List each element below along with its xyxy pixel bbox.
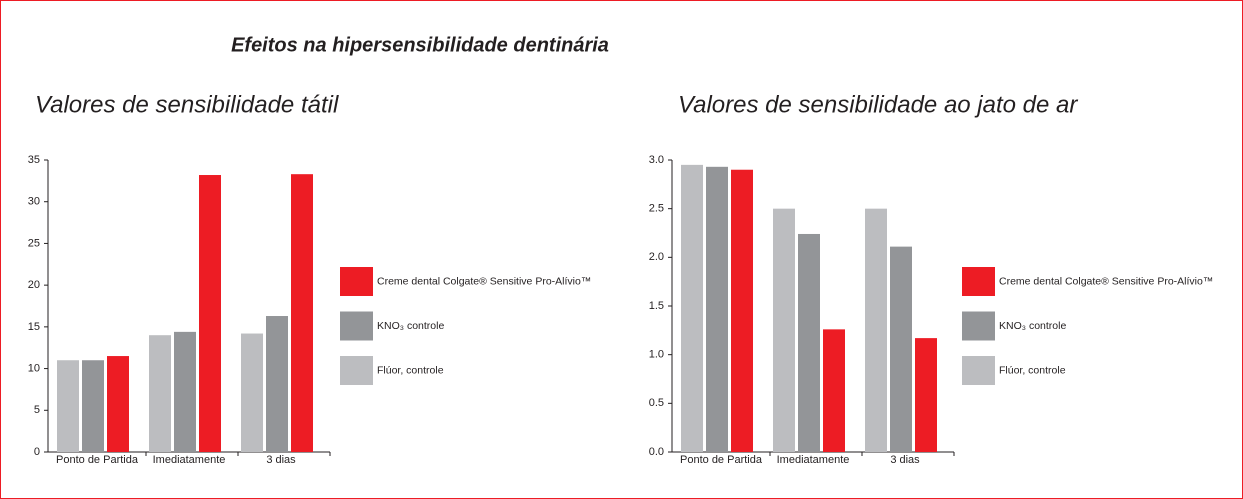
x-label-box: 3 dias xyxy=(266,454,296,466)
legend-swatch xyxy=(962,356,995,385)
chart-title: Valores de sensibilidade ao jato de ar xyxy=(678,91,1078,118)
y-tick-label: 3.0 xyxy=(649,154,664,166)
x-tick-label: Ponto de Partida xyxy=(680,454,762,466)
bar xyxy=(731,169,753,452)
legend-label: KNO₃ controle xyxy=(377,320,444,332)
legend-label: Flúor, controle xyxy=(999,364,1066,376)
y-tick-label: 2.5 xyxy=(649,203,664,215)
legend-swatch xyxy=(340,267,373,296)
legend-swatch xyxy=(962,311,995,341)
bar xyxy=(865,208,887,452)
bar xyxy=(706,166,728,452)
bar xyxy=(890,246,912,452)
y-tick-label: 35 xyxy=(28,154,40,166)
legend-label: Flúor, controle xyxy=(377,364,444,376)
bar xyxy=(798,233,820,452)
legend-swatch xyxy=(962,267,995,296)
legend-label: Creme dental Colgate® Sensitive Pro-Alív… xyxy=(999,275,1213,287)
x-tick-label: 3 dias xyxy=(890,454,920,466)
y-tick-label: 20 xyxy=(28,279,40,291)
y-tick-label: 10 xyxy=(28,362,40,374)
bar xyxy=(82,360,104,452)
bar xyxy=(773,208,795,452)
bar xyxy=(174,331,196,452)
x-tick-label: Ponto de Partida xyxy=(56,454,138,466)
y-tick-label: 1.0 xyxy=(649,349,664,361)
bar xyxy=(681,164,703,452)
x-label-box: Imediatamente xyxy=(152,454,226,466)
y-tick-label: 15 xyxy=(28,321,40,333)
bar xyxy=(107,356,129,452)
legend-swatch xyxy=(340,311,373,341)
page-title: Efeitos na hipersensibilidade dentinária xyxy=(231,34,609,56)
y-tick-label: 25 xyxy=(28,237,40,249)
bar xyxy=(291,174,313,452)
x-label-box: Imediatamente xyxy=(776,454,850,466)
y-tick-label: 30 xyxy=(28,196,40,208)
bar xyxy=(149,335,171,452)
bar xyxy=(823,329,845,452)
chart-title: Valores de sensibilidade tátil xyxy=(35,91,339,118)
bar xyxy=(199,175,221,452)
x-tick-label: 3 dias xyxy=(266,454,296,466)
y-tick-label: 5 xyxy=(34,404,40,416)
bar xyxy=(241,333,263,452)
x-label-box: 3 dias xyxy=(890,454,920,466)
x-label-box: Ponto de Partida xyxy=(56,454,138,466)
legend-label: KNO₃ controle xyxy=(999,320,1066,332)
y-tick-label: 0.0 xyxy=(649,446,664,458)
y-tick-label: 0 xyxy=(34,446,40,458)
legend-swatch xyxy=(340,356,373,385)
bar xyxy=(57,360,79,452)
bar xyxy=(266,316,288,452)
y-tick-label: 0.5 xyxy=(649,397,664,409)
x-tick-label: Imediatamente xyxy=(776,454,850,466)
legend-label: Creme dental Colgate® Sensitive Pro-Alív… xyxy=(377,275,591,287)
x-label-box: Ponto de Partida xyxy=(680,454,762,466)
x-tick-label: Imediatamente xyxy=(152,454,226,466)
y-tick-label: 1.5 xyxy=(649,300,664,312)
y-tick-label: 2.0 xyxy=(649,251,664,263)
bar xyxy=(915,338,937,452)
